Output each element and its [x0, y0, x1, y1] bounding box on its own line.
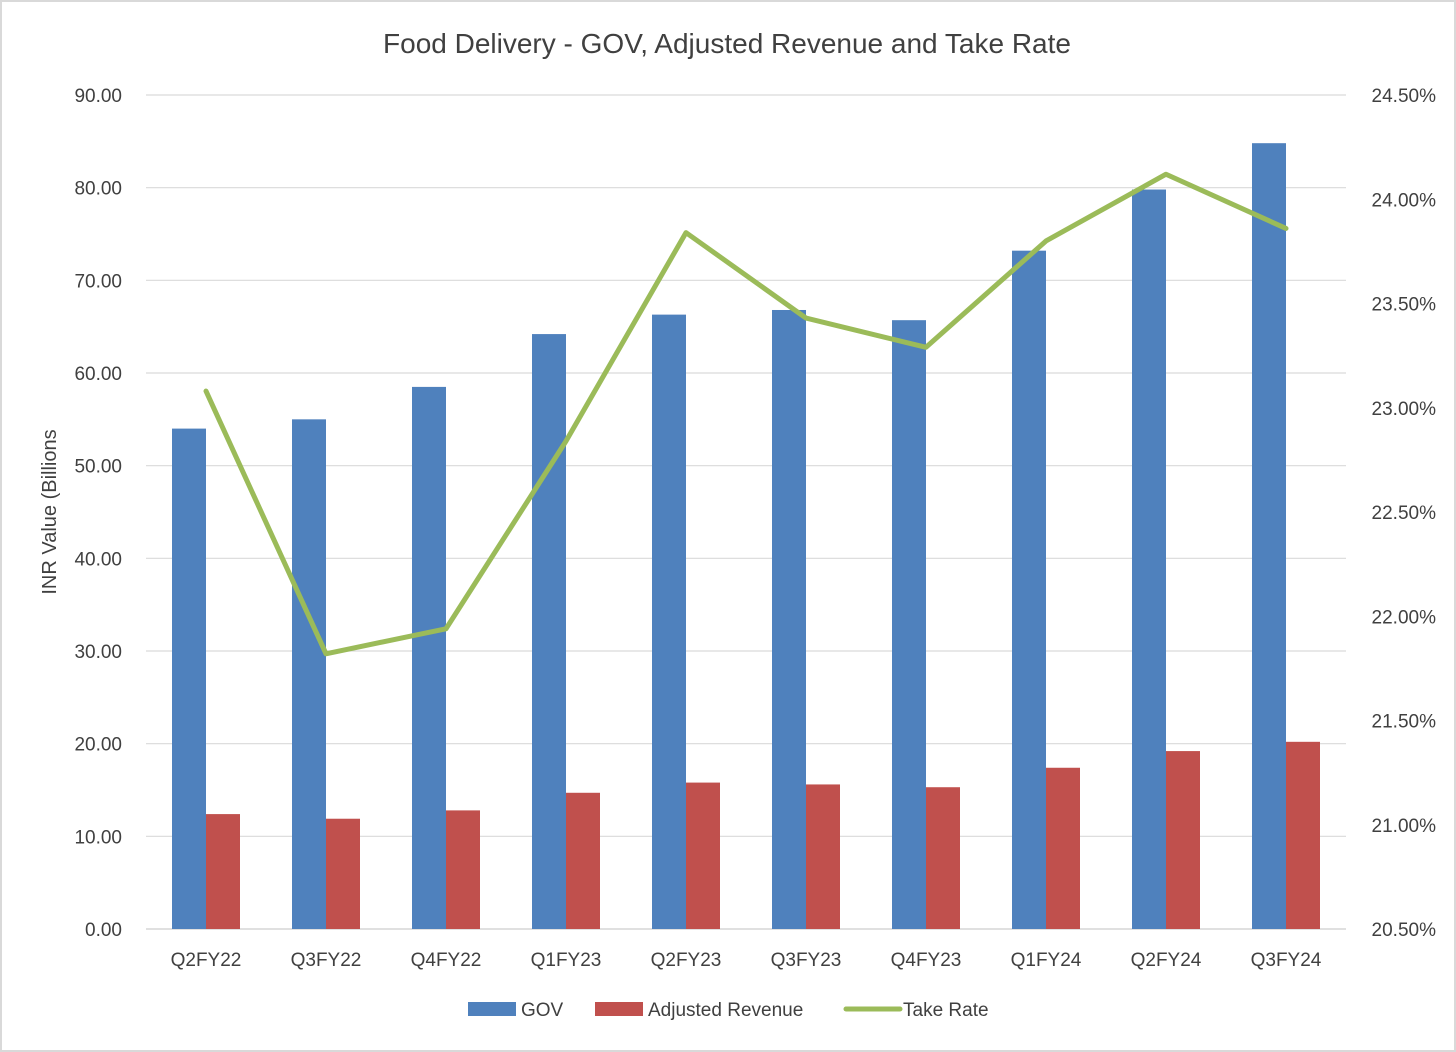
- adjusted-revenue-bar: [1286, 741, 1320, 929]
- gov-bar: [532, 334, 566, 930]
- y2-tick-label: 20.50%: [1372, 920, 1437, 941]
- x-tick-label: Q3FY22: [291, 950, 362, 971]
- x-tick-label: Q4FY22: [411, 950, 482, 971]
- take-rate-line: [203, 171, 1289, 657]
- gov-bar: [292, 419, 326, 929]
- y-axis-title: INR Value (Billions: [39, 429, 61, 594]
- take-rate-line-group: [203, 171, 1289, 657]
- y2-tick-label: 22.00%: [1372, 607, 1437, 628]
- legend: GOV Adjusted Revenue Take Rate: [468, 1000, 989, 1021]
- adjusted-revenue-bar: [1166, 751, 1200, 929]
- adjusted-revenue-bar: [926, 787, 960, 929]
- y-tick-label: 40.00: [74, 549, 122, 570]
- adjusted-revenue-bar: [326, 818, 360, 929]
- x-tick-label: Q2FY24: [1131, 950, 1202, 971]
- legend-adjusted-revenue-label: Adjusted Revenue: [648, 1000, 803, 1021]
- legend-adjusted-revenue-swatch: [595, 1002, 643, 1016]
- adjusted-revenue-bar: [1046, 767, 1080, 929]
- y2-tick-label: 24.50%: [1372, 86, 1437, 107]
- legend-take-rate-label: Take Rate: [903, 1000, 989, 1021]
- x-tick-label: Q3FY24: [1251, 950, 1322, 971]
- x-tick-label: Q3FY23: [771, 950, 842, 971]
- adjusted-revenue-bar: [686, 782, 720, 929]
- gov-bar: [1252, 143, 1286, 930]
- y2-tick-label: 21.00%: [1372, 816, 1437, 837]
- bars: [172, 143, 1320, 930]
- y-tick-label: 0.00: [85, 920, 122, 941]
- y-tick-label: 20.00: [74, 735, 122, 756]
- y2-tick-label: 22.50%: [1372, 503, 1437, 524]
- gov-bar: [1012, 250, 1046, 929]
- y-tick-label: 50.00: [74, 457, 122, 478]
- y2-tick-label: 23.00%: [1372, 399, 1437, 420]
- y2-tick-label: 24.00%: [1372, 190, 1437, 211]
- y-tick-label: 70.00: [74, 271, 122, 292]
- x-tick-label: Q2FY23: [651, 950, 722, 971]
- y2-tick-label: 23.50%: [1372, 295, 1437, 316]
- x-tick-label: Q1FY23: [531, 950, 602, 971]
- gov-bar: [652, 314, 686, 929]
- x-tick-label: Q1FY24: [1011, 950, 1082, 971]
- adjusted-revenue-bar: [446, 810, 480, 929]
- gov-bar: [772, 309, 806, 929]
- x-tick-label: Q2FY22: [171, 950, 242, 971]
- axis-ticks: 0.00 10.00 20.00 30.00 40.00 50.00 60.00 70.00 8…: [74, 86, 1436, 971]
- y2-tick-label: 21.50%: [1372, 712, 1437, 733]
- adjusted-revenue-bar: [806, 784, 840, 929]
- legend-gov-swatch: [468, 1002, 516, 1016]
- gov-bar: [892, 320, 926, 929]
- adjusted-revenue-bar: [206, 814, 240, 929]
- legend-gov-label: GOV: [521, 1000, 564, 1021]
- y-tick-label: 90.00: [74, 86, 122, 107]
- chart-title: Food Delivery - GOV, Adjusted Revenue an…: [383, 28, 1071, 59]
- y-tick-label: 60.00: [74, 364, 122, 385]
- y-tick-label: 80.00: [74, 179, 122, 200]
- gov-bar: [412, 386, 446, 929]
- gov-bar: [1132, 189, 1166, 929]
- y-tick-label: 30.00: [74, 642, 122, 663]
- gov-bar: [172, 428, 206, 929]
- x-tick-label: Q4FY23: [891, 950, 962, 971]
- y-tick-label: 10.00: [74, 827, 122, 848]
- adjusted-revenue-bar: [566, 792, 600, 929]
